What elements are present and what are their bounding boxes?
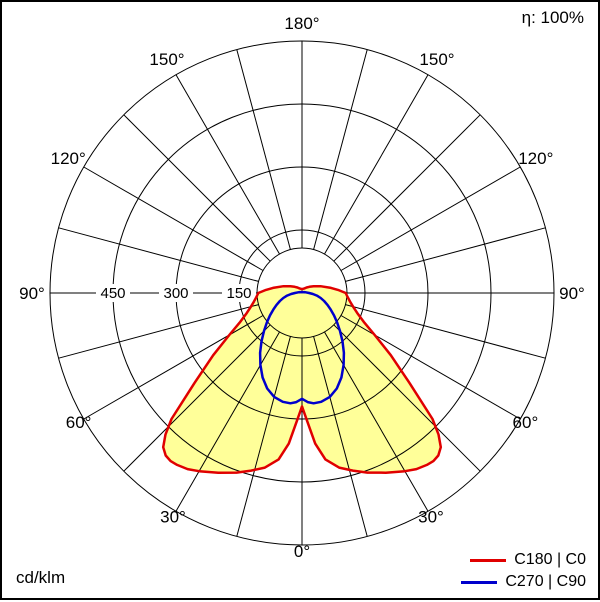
legend-label-c270-c90: C270 | C90 (505, 573, 586, 590)
svg-text:120°: 120° (518, 149, 553, 168)
c180-c0-line-swatch (470, 558, 507, 562)
svg-text:30°: 30° (160, 507, 186, 526)
units-label: cd/klm (16, 568, 66, 587)
svg-text:0°: 0° (294, 542, 310, 561)
svg-text:60°: 60° (513, 413, 539, 432)
svg-text:90°: 90° (559, 284, 585, 303)
svg-text:90°: 90° (19, 284, 45, 303)
svg-text:300: 300 (163, 285, 188, 302)
svg-text:150°: 150° (419, 50, 454, 69)
svg-text:180°: 180° (284, 14, 319, 33)
legend-label-c180-c0: C180 | C0 (514, 551, 586, 568)
svg-text:150: 150 (226, 285, 251, 302)
legend-item-c270-c90: C270 | C90 (461, 573, 586, 591)
svg-text:150°: 150° (149, 50, 184, 69)
svg-text:30°: 30° (418, 507, 444, 526)
legend-item-c180-c0: C180 | C0 (461, 551, 586, 569)
legend: C180 | C0 C270 | C90 (461, 551, 586, 591)
svg-text:450: 450 (100, 285, 125, 302)
svg-text:120°: 120° (51, 149, 86, 168)
efficiency-label: η: 100% (521, 8, 584, 27)
svg-text:60°: 60° (66, 413, 92, 432)
c270-c90-line-swatch (461, 580, 498, 584)
